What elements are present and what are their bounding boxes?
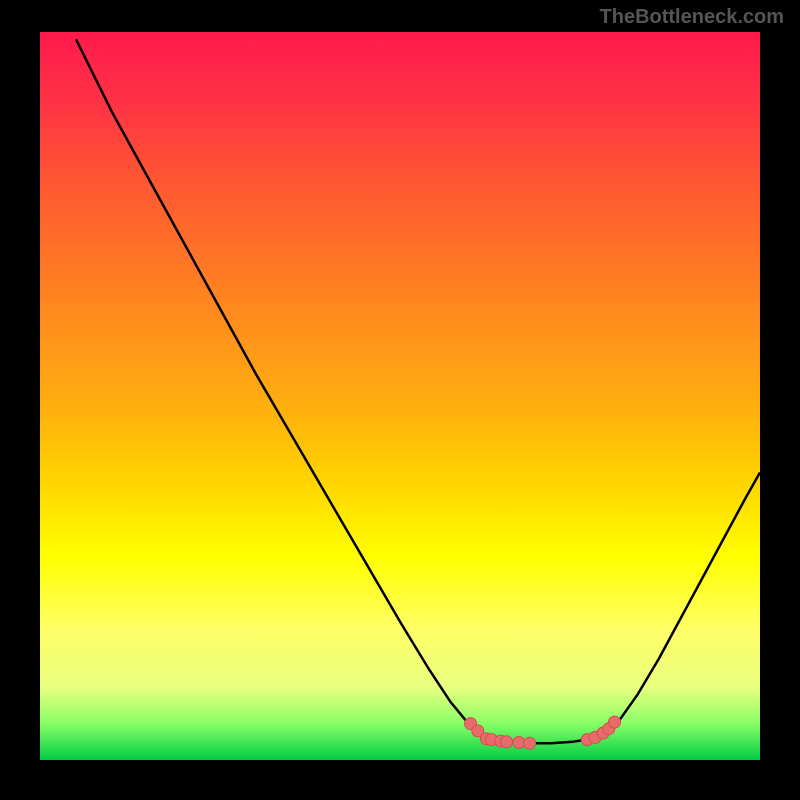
chart-svg — [40, 32, 760, 760]
marker-point — [524, 737, 536, 749]
marker-point — [513, 737, 525, 749]
marker-point — [609, 716, 621, 728]
plot-area — [40, 32, 760, 760]
watermark-text: TheBottleneck.com — [600, 6, 784, 29]
marker-point — [501, 736, 513, 748]
bottleneck-curve — [76, 39, 760, 743]
